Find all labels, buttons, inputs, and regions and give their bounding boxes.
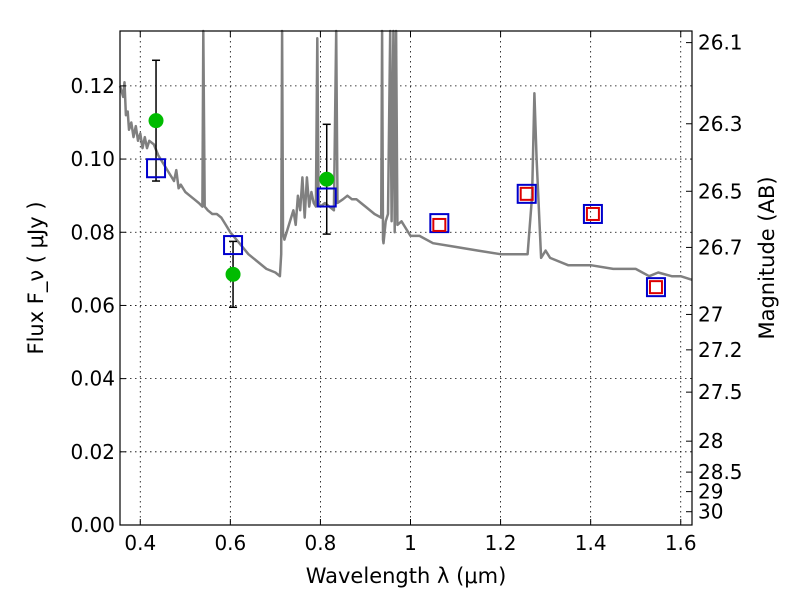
right-tick-label: 26.5 xyxy=(698,179,743,203)
right-tick-label: 30 xyxy=(698,500,723,524)
tick-labels: 0.4 0.6 0.8 1 1.2 1.4 1.6 0.00 0.02 0.04 0.06 0.08 0… xyxy=(70,31,742,555)
right-tick-label: 27.2 xyxy=(698,338,743,362)
y-tick-label: 0.00 xyxy=(70,513,115,537)
model-square-point xyxy=(316,187,337,208)
axis-ticks xyxy=(120,31,692,526)
data-points xyxy=(146,59,666,309)
right-tick-label: 26.3 xyxy=(698,112,743,136)
plot-frame xyxy=(119,30,693,526)
x-tick-label: 1.6 xyxy=(665,531,697,555)
observed-point xyxy=(319,171,335,187)
x-tick-label: 1.2 xyxy=(485,531,517,555)
y-axis-label: Flux F_ν ( μJy ) xyxy=(24,201,49,354)
x-axis-label: Wavelength λ (μm) xyxy=(306,564,507,588)
right-tick-label: 29 xyxy=(698,480,723,504)
x-tick-label: 0.6 xyxy=(214,531,246,555)
x-tick-label: 1 xyxy=(404,531,417,555)
y-tick-label: 0.02 xyxy=(70,440,115,464)
model-square-point xyxy=(645,277,666,298)
observed-point xyxy=(225,266,241,282)
y-tick-label: 0.04 xyxy=(70,367,115,391)
y-tick-label: 0.06 xyxy=(70,293,115,317)
right-tick-label: 28.5 xyxy=(698,460,743,484)
model-square-point xyxy=(582,203,603,224)
red-square-point xyxy=(648,280,663,295)
red-square-point xyxy=(585,206,600,221)
model-square-point xyxy=(429,213,450,234)
model-spectrum xyxy=(118,29,693,281)
model-square-point xyxy=(223,235,244,256)
model-square-point xyxy=(146,158,167,179)
y-tick-label: 0.12 xyxy=(70,74,115,98)
observed-point xyxy=(148,113,164,129)
model-spectrum-line xyxy=(118,29,693,281)
x-tick-label: 0.4 xyxy=(124,531,156,555)
y-tick-label: 0.10 xyxy=(70,147,115,171)
right-tick-label: 26.7 xyxy=(698,235,743,259)
grid-lines xyxy=(120,31,692,526)
red-square-point xyxy=(519,186,534,201)
right-tick-label: 28 xyxy=(698,429,723,453)
right-tick-label: 27.5 xyxy=(698,380,743,404)
y-tick-label: 0.08 xyxy=(70,220,115,244)
x-tick-label: 0.8 xyxy=(305,531,337,555)
right-tick-label: 27 xyxy=(698,302,723,326)
y-right-axis-label: Magnitude (AB) xyxy=(755,176,779,339)
x-tick-label: 1.4 xyxy=(575,531,607,555)
model-square-point xyxy=(516,183,537,204)
red-square-point xyxy=(432,217,447,232)
right-tick-label: 26.1 xyxy=(698,31,743,55)
